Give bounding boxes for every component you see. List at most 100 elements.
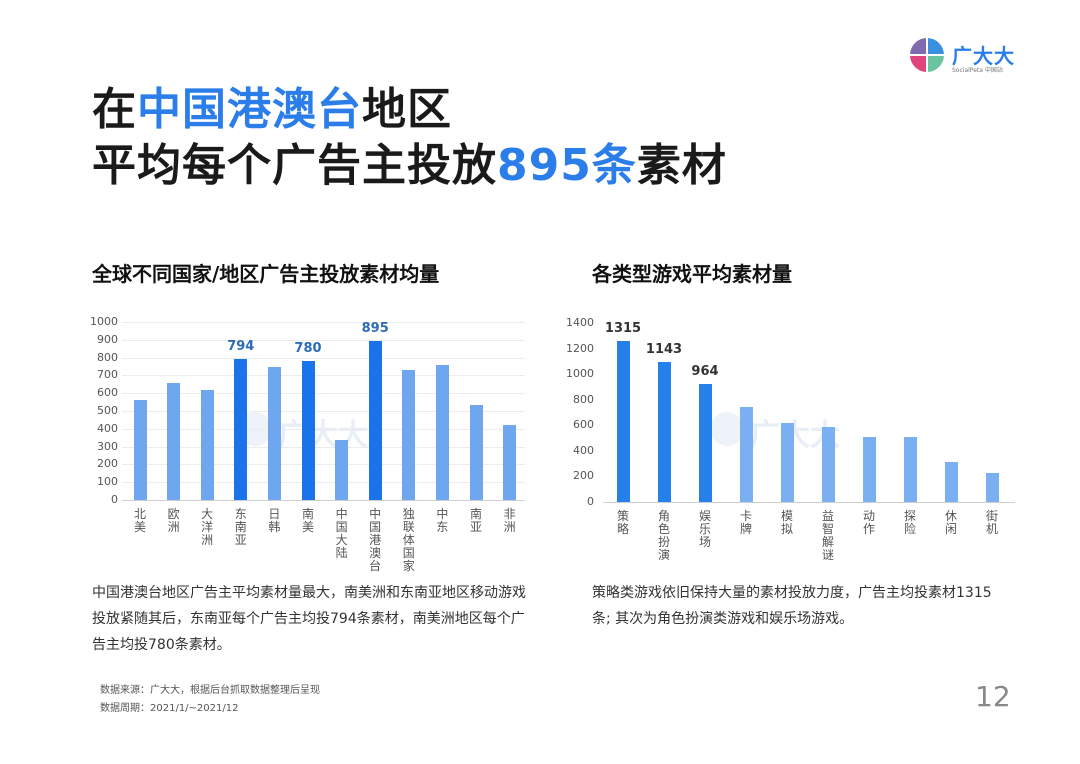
- bar-街机: [985, 473, 999, 502]
- data-label: 794: [227, 338, 255, 354]
- bar-南美: [301, 361, 315, 500]
- bar-策略: [616, 340, 630, 502]
- brand-name: 广大大: [952, 44, 1015, 68]
- x-category-label: 中国大陆: [335, 507, 348, 560]
- brand-logo: 广大大 SocialPeta 中国站: [910, 38, 1030, 78]
- left-description: 中国港澳台地区广告主平均素材量最大，南美洲和东南亚地区移动游戏投放紧随其后，东南…: [92, 585, 526, 653]
- y-tick-label: 400: [573, 443, 594, 457]
- page-headline: 在中国港澳台地区 平均每个广告主投放895条素材: [92, 82, 727, 194]
- y-tick-label: 1000: [566, 367, 594, 381]
- headline-line-1: 在中国港澳台地区: [92, 82, 727, 138]
- headline-highlight: 中国港澳台: [137, 84, 362, 135]
- bar-中国大陆: [335, 440, 349, 500]
- x-category-label: 模拟: [780, 509, 793, 536]
- bar-大洋洲: [200, 389, 214, 500]
- bar-中国港澳台: [368, 340, 382, 500]
- bar-角色扮演: [657, 362, 671, 502]
- bar-休闲: [944, 462, 958, 502]
- y-tick-label: 1200: [566, 341, 594, 355]
- x-category-label: 非洲: [503, 507, 516, 534]
- data-period: 数据周期：2021/1/~2021/12: [100, 703, 239, 714]
- left-bar-chart: 广大大 0 100 200 300 400 500 600 700 800 900 1000 北美 欧洲大…: [0, 0, 540, 573]
- x-axis-line: [122, 500, 525, 501]
- y-tick-label: 900: [97, 332, 118, 346]
- headline-text: 在: [92, 84, 137, 135]
- y-tick-label: 0: [111, 493, 118, 506]
- y-tick-label: 400: [97, 421, 118, 435]
- x-category-label: 南美: [301, 507, 314, 534]
- x-category-label: 角色扮演: [657, 509, 670, 562]
- gridline: [122, 464, 525, 466]
- y-tick-label: 100: [97, 475, 118, 489]
- right-chart-title: 各类型游戏平均素材量: [592, 262, 792, 286]
- data-label: 964: [691, 364, 719, 380]
- headline-text: 素材: [636, 140, 727, 191]
- y-tick-label: 700: [97, 368, 118, 382]
- bar-娱乐场: [698, 384, 712, 502]
- bar-探险: [903, 437, 917, 502]
- watermark-icon: [710, 412, 744, 446]
- x-category-label: 南亚: [469, 507, 482, 534]
- data-label: 895: [361, 320, 389, 336]
- bar-北美: [133, 400, 147, 500]
- data-source: 数据来源：广大大，根据后台抓取数据整理后呈现: [100, 685, 320, 696]
- gridline: [122, 482, 525, 484]
- bar-欧洲: [167, 383, 181, 500]
- headline-text: 地区: [362, 84, 452, 135]
- x-category-label: 休闲: [944, 509, 957, 536]
- x-category-label: 北美: [133, 507, 146, 534]
- bar-非洲: [503, 425, 517, 500]
- y-tick-label: 800: [97, 350, 118, 364]
- y-tick-label: 0: [587, 495, 594, 508]
- y-tick-label: 200: [97, 457, 118, 471]
- data-label: 1315: [604, 320, 642, 336]
- brand-subtitle: SocialPeta 中国站: [952, 67, 1003, 74]
- x-category-label: 欧洲: [167, 507, 180, 534]
- gridline: [122, 357, 525, 359]
- y-tick-label: 600: [573, 418, 594, 432]
- y-tick-label: 1000: [90, 315, 118, 328]
- x-category-label: 中东: [436, 507, 449, 534]
- x-category-label: 中国港澳台: [369, 507, 382, 573]
- gridline: [122, 322, 525, 323]
- bar-模拟: [780, 423, 794, 502]
- x-category-label: 娱乐场: [698, 509, 711, 549]
- gridline: [122, 428, 525, 430]
- gridline: [122, 393, 525, 395]
- page-number: 12: [975, 680, 1011, 713]
- left-chart-title: 全球不同国家/地区广告主投放素材均量: [92, 262, 440, 286]
- x-category-label: 益智解谜: [821, 509, 834, 562]
- y-tick-label: 800: [573, 392, 594, 406]
- x-category-label: 卡牌: [739, 509, 752, 536]
- bar-中东: [435, 364, 449, 500]
- bar-独联体国家: [402, 370, 416, 500]
- x-axis-line: [603, 502, 1015, 503]
- x-category-label: 街机: [985, 509, 998, 536]
- x-category-label: 东南亚: [234, 507, 247, 547]
- gridline: [122, 411, 525, 412]
- gridline: [122, 446, 525, 448]
- x-category-label: 动作: [862, 509, 875, 536]
- gridline: [122, 375, 525, 377]
- bar-益智解谜: [821, 426, 835, 502]
- headline-highlight: 895条: [497, 140, 637, 191]
- x-category-label: 探险: [903, 509, 916, 536]
- y-tick-label: 600: [97, 386, 118, 400]
- bar-日韩: [267, 366, 281, 500]
- right-bar-chart: 广大大 0 200 400 600 800 1000 1200 1400 1315 策略 1143 角色…: [566, 316, 1015, 562]
- y-tick-label: 1400: [566, 316, 594, 329]
- gridline: [122, 339, 525, 341]
- data-label: 1143: [645, 342, 683, 358]
- x-category-label: 日韩: [268, 507, 281, 534]
- x-category-label: 大洋洲: [201, 507, 214, 547]
- bar-动作: [862, 437, 876, 502]
- y-tick-label: 300: [97, 439, 118, 453]
- right-description: 策略类游戏依旧保持大量的素材投放力度，广告主均投素材1315条; 其次为角色扮演…: [592, 585, 992, 627]
- data-label: 780: [294, 341, 322, 357]
- bar-东南亚: [234, 358, 248, 500]
- bar-卡牌: [739, 407, 753, 502]
- bar-南亚: [469, 404, 483, 500]
- headline-line-2: 平均每个广告主投放895条素材: [92, 138, 727, 194]
- x-category-label: 策略: [616, 509, 629, 536]
- brand-logo-icon: [910, 38, 944, 72]
